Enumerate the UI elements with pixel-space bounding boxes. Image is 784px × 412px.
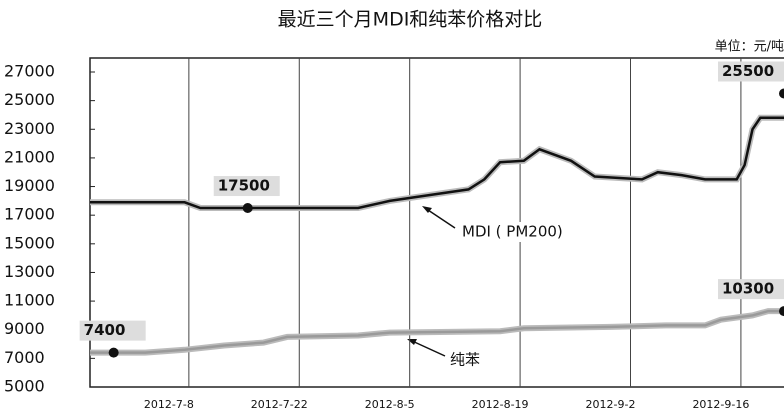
y-tick-label: 17000 [4,205,55,224]
plot-frame [89,57,784,388]
series-label: MDI ( PM200) [462,223,563,241]
annotation-bg [213,176,280,197]
chart-title: 最近三个月MDI和纯苯价格对比 [278,9,543,31]
y-tick-label: 25000 [4,90,55,109]
annotation-bg [718,61,784,82]
x-tick-label: 2012-9-2 [586,398,636,411]
y-tick-label: 19000 [4,176,55,195]
legend-bg [458,222,608,242]
legend-bg [447,350,487,370]
y-tick-label: 15000 [4,233,55,252]
annotation-bg [79,320,146,341]
arrow [409,339,446,357]
line [90,116,784,210]
annotation-label: 7400 [84,321,126,339]
y-tick-label: 9000 [4,319,45,338]
arrowhead [422,206,432,213]
annotation-label: 25500 [722,62,774,80]
series-label: 纯苯 [450,351,480,369]
unit-label: 单位：元/吨 [715,40,784,55]
y-tick-label: 11000 [4,291,55,310]
y-tick-label: 13000 [4,262,55,281]
annotation-marker [242,203,253,214]
y-tick-label: 21000 [4,147,55,166]
annotation-bg [718,279,784,300]
y-tick-label: 23000 [4,119,55,138]
x-tick-label: 2012-7-8 [144,398,194,411]
annotation-marker [108,347,119,358]
annotation-marker [779,88,784,99]
x-tick-label: 2012-8-19 [472,398,529,411]
x-tick-label: 2012-8-5 [365,398,415,411]
arrowhead [407,339,417,345]
x-tick-label: 2012-7-22 [251,398,308,411]
y-tick-label: 5000 [4,377,45,396]
annotation-label: 10300 [722,280,774,298]
annotation-marker [779,306,784,317]
annotation-label: 17500 [218,177,270,195]
y-tick-label: 7000 [4,348,45,367]
y-tick-label: 27000 [4,62,55,81]
arrow [424,207,456,229]
line [90,309,784,354]
x-tick-label: 2012-9-16 [692,398,749,411]
